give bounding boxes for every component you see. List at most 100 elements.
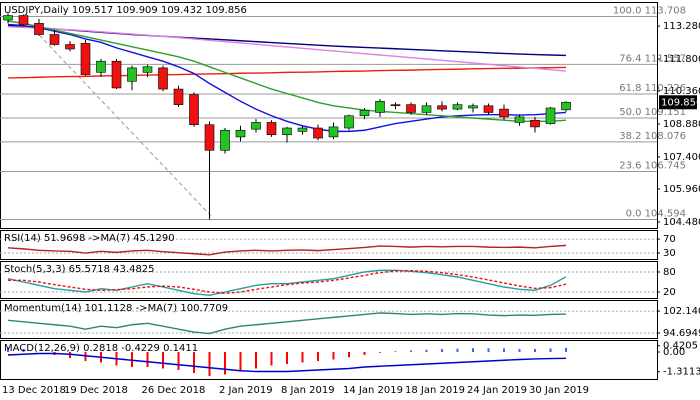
histogram-bar xyxy=(425,349,428,352)
pane-frame xyxy=(0,300,658,339)
y-tick-label: -1.3113 xyxy=(663,367,700,378)
x-tick-label: 14 Jan 2019 xyxy=(343,385,403,396)
series-line xyxy=(7,352,567,373)
histogram-bar xyxy=(7,347,9,352)
histogram-bar xyxy=(379,352,381,353)
candle-body xyxy=(313,127,323,139)
series-line xyxy=(7,23,567,133)
histogram-bar xyxy=(487,348,490,352)
fib-label: 23.6 106.745 xyxy=(619,161,686,172)
pane-frame xyxy=(0,340,658,380)
pane-title: Momentum(14) 101.1128 ->MA(7) 100.7709 xyxy=(4,303,228,314)
y-tick-label: 104.480 xyxy=(663,217,700,228)
fib-label: 50.0 109.151 xyxy=(619,107,686,118)
histogram-bar xyxy=(317,352,319,361)
candle-body xyxy=(530,119,540,128)
histogram-bar xyxy=(565,347,567,352)
candle-body xyxy=(282,127,292,136)
x-tick-label: 8 Jan 2019 xyxy=(281,385,335,396)
histogram-bar xyxy=(534,349,536,352)
candle-body xyxy=(34,23,44,35)
x-tick-label: 24 Jan 2019 xyxy=(467,385,527,396)
histogram-bar xyxy=(301,352,304,363)
series-line xyxy=(7,269,567,297)
histogram-bar xyxy=(286,352,288,364)
y-tick-label: 111.800 xyxy=(663,54,700,65)
y-tick-label: 108.880 xyxy=(663,119,700,130)
candle-body xyxy=(80,43,91,75)
pane-frame xyxy=(0,230,658,260)
candle-body xyxy=(359,109,370,117)
pane-title: MACD(12,26,9) 0.2818 -0.4229 0.1411 xyxy=(4,343,198,354)
candle-body xyxy=(514,116,525,123)
y-tick-label: 105.960 xyxy=(663,184,700,195)
candle-body xyxy=(235,129,246,138)
histogram-bar xyxy=(224,352,226,375)
candle-body xyxy=(390,104,401,107)
y-tick-label: 20 xyxy=(663,287,676,298)
y-tick-label: 110.360 xyxy=(663,86,700,97)
histogram-bar xyxy=(255,352,257,369)
series-line xyxy=(7,312,567,335)
fib-label: 38.2 108.076 xyxy=(619,131,686,142)
histogram-bar xyxy=(363,352,366,355)
fib-label: 0.0 104.594 xyxy=(626,208,686,219)
last-price-box xyxy=(659,95,697,110)
candle-body xyxy=(468,105,478,109)
candle-body xyxy=(173,88,184,105)
histogram-bar xyxy=(208,352,211,376)
candle-body xyxy=(158,67,168,90)
x-tick-label: 19 Dec 2018 xyxy=(64,385,128,396)
candle-body xyxy=(375,101,385,113)
x-tick-label: 30 Jan 2019 xyxy=(529,385,589,396)
x-tick-label: 18 Jan 2019 xyxy=(405,385,465,396)
fib-label: 61.8 110.226 xyxy=(619,83,686,94)
candle-body xyxy=(406,104,416,113)
histogram-bar xyxy=(69,352,71,358)
histogram-bar xyxy=(193,352,195,373)
candle-body xyxy=(96,60,106,73)
y-tick-label: 107.400 xyxy=(663,152,700,163)
histogram-bar xyxy=(146,352,149,367)
histogram-bar xyxy=(22,349,25,352)
fib-label: 100.0 113.708 xyxy=(613,6,686,17)
candle-body xyxy=(328,126,339,138)
pane-frame xyxy=(0,2,658,229)
histogram-bar xyxy=(441,349,443,352)
candle-body xyxy=(111,60,122,89)
series-line xyxy=(7,26,567,72)
y-tick-label: 102.1406 xyxy=(663,306,700,317)
histogram-bar xyxy=(456,348,459,352)
histogram-bar xyxy=(332,352,335,360)
x-tick-label: 2 Jan 2019 xyxy=(219,385,273,396)
candle-body xyxy=(545,107,556,124)
histogram-bar xyxy=(84,352,87,361)
y-tick-label: 30 xyxy=(663,248,676,259)
histogram-bar xyxy=(472,348,474,352)
candle-body xyxy=(561,101,571,111)
candle-body xyxy=(499,108,509,118)
candle-body xyxy=(266,122,277,136)
candle-body xyxy=(189,94,199,125)
histogram-bar xyxy=(131,352,133,367)
candle-body xyxy=(421,105,432,113)
histogram-bar xyxy=(503,348,505,352)
candle-body xyxy=(297,127,308,132)
histogram-bar xyxy=(394,351,397,352)
series-line xyxy=(7,244,567,256)
candle-body xyxy=(452,104,463,110)
fib-label: 76.4 111.557 xyxy=(619,53,686,64)
x-tick-label: 13 Dec 2018 xyxy=(2,385,66,396)
candle-body xyxy=(49,34,60,45)
y-tick-label: 113.280 xyxy=(663,21,700,32)
histogram-bar xyxy=(162,352,164,369)
pane-title: USDJPY,Daily 109.517 109.909 109.432 109… xyxy=(4,5,247,16)
y-tick-label: 0.4205 xyxy=(663,341,698,352)
fib-trendline xyxy=(24,19,213,218)
series-line xyxy=(8,269,567,295)
histogram-bar xyxy=(270,352,273,366)
candle-body xyxy=(18,15,29,25)
histogram-bar xyxy=(239,352,242,372)
candle-body xyxy=(204,124,215,151)
